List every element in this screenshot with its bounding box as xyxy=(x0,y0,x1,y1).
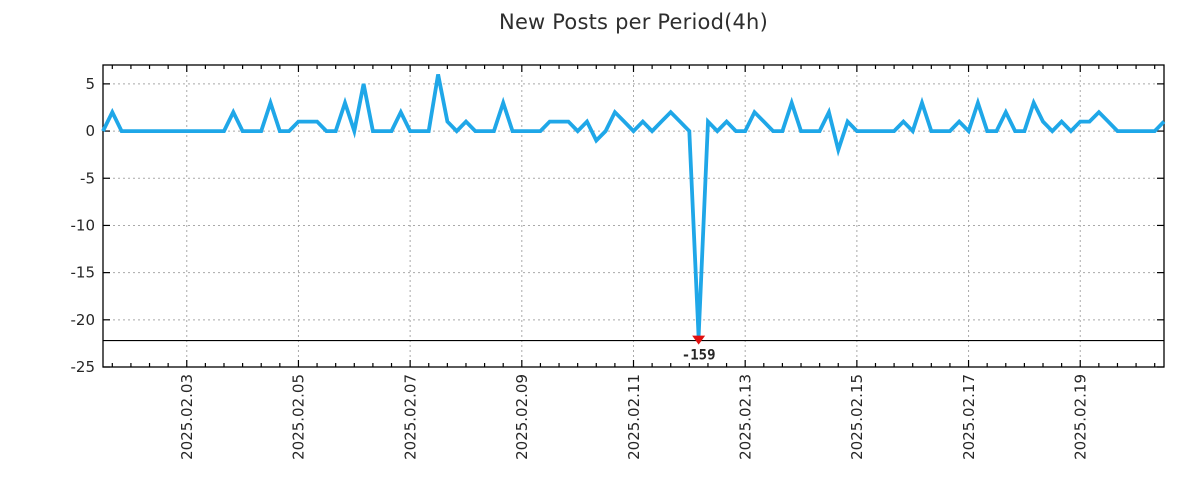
x-tick-label: 2025.02.07 xyxy=(401,374,419,460)
y-tick-label: -20 xyxy=(71,311,96,329)
x-tick-label: 2025.02.05 xyxy=(290,374,308,460)
x-tick-label: 2025.02.09 xyxy=(513,374,531,460)
x-tick-label: 2025.02.15 xyxy=(848,374,866,460)
y-tick-label: 0 xyxy=(85,122,95,140)
x-tick-label: 2025.02.13 xyxy=(736,374,754,460)
y-tick-label: -10 xyxy=(71,216,96,234)
x-tick-label: 2025.02.17 xyxy=(960,374,978,460)
dip-annotation: -159 xyxy=(682,348,716,364)
gridlines xyxy=(103,65,1164,367)
y-tick-label: 5 xyxy=(85,75,95,93)
x-tick-label: 2025.02.19 xyxy=(1071,374,1089,460)
x-tick-label: 2025.02.03 xyxy=(178,374,196,460)
dip-marker-icon xyxy=(692,335,706,345)
chart-title: New Posts per Period(4h) xyxy=(499,10,768,34)
x-tick-label: 2025.02.11 xyxy=(625,374,643,460)
y-tick-label: -25 xyxy=(71,358,96,376)
y-tick-labels: 5 0 -5 -10 -15 -20 -25 xyxy=(71,75,96,376)
y-tick-label: -15 xyxy=(71,264,96,282)
plot-border xyxy=(102,64,1165,368)
x-tick-labels: 2025.02.03 2025.02.05 2025.02.07 2025.02.09… xyxy=(178,374,1089,460)
y-tick-label: -5 xyxy=(80,169,95,187)
series-line xyxy=(101,74,1166,337)
